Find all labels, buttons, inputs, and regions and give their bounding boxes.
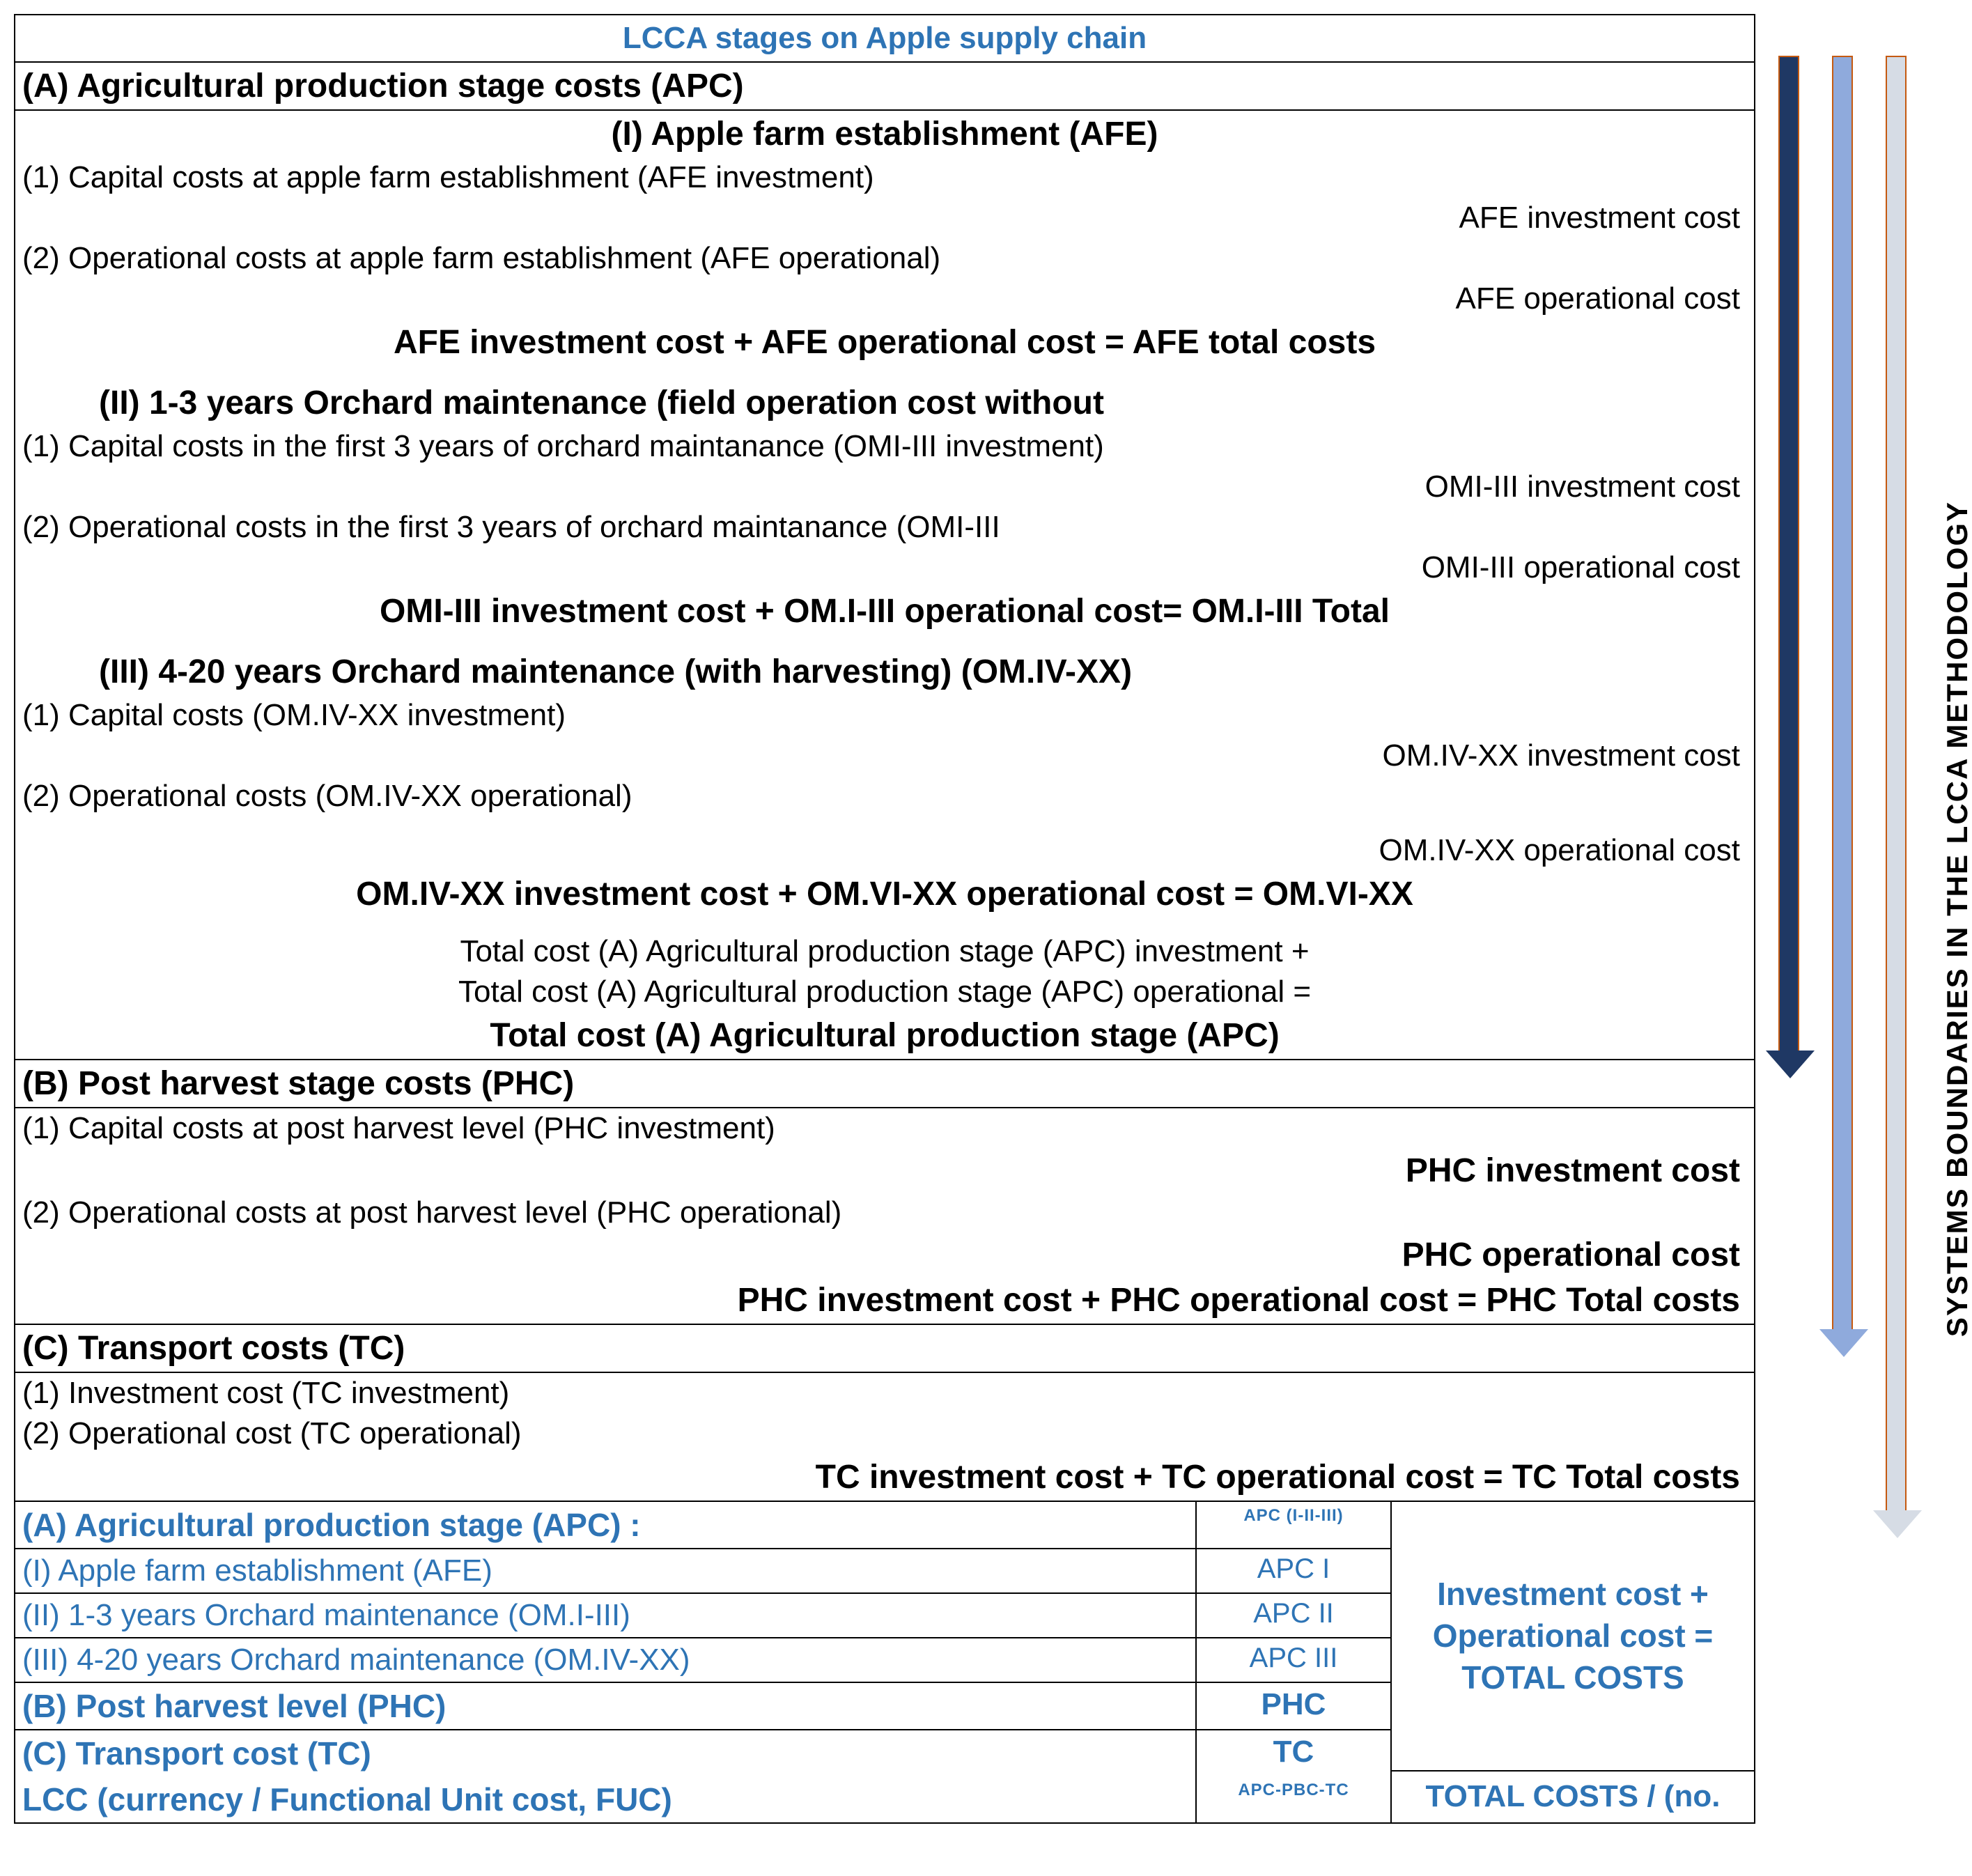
lcc-row: LCC (currency / Functional Unit cost, FU… (15, 1776, 1392, 1822)
arrow-section-abc (1886, 56, 1907, 1512)
summary-cell-mid: TC (1197, 1730, 1392, 1776)
sub-i-title: (I) Apple farm establishment (AFE) (15, 111, 1754, 157)
side-label-text: SYSTEMS BOUNDARIES IN THE LCCA METHODOLO… (1941, 501, 1972, 1337)
om420-capital: (1) Capital costs (OM.IV-XX investment) (15, 695, 1754, 736)
om420-op-cost: OM.IV-XX operational cost (15, 830, 1754, 871)
main-table: LCCA stages on Apple supply chain (A) Ag… (14, 14, 1755, 1824)
summary-left-block: (A) Agricultural production stage (APC) … (15, 1502, 1392, 1822)
phc-eq: PHC investment cost + PHC operational co… (15, 1277, 1754, 1325)
afe-inv-cost: AFE investment cost (15, 198, 1754, 238)
afe-op-cost: AFE operational cost (15, 279, 1754, 319)
section-b-header: (B) Post harvest stage costs (PHC) (15, 1060, 1754, 1108)
summary-table: (A) Agricultural production stage (APC) … (15, 1501, 1754, 1822)
summary-row: (C) Transport cost (TC)TC (15, 1730, 1392, 1776)
page-title: LCCA stages on Apple supply chain (15, 15, 1754, 63)
om13-eq: OMI-III investment cost + OM.I-III opera… (15, 588, 1754, 635)
sub-ii-title: (II) 1-3 years Orchard maintenance (fiel… (15, 380, 1754, 426)
om13-operational: (2) Operational costs in the first 3 yea… (15, 507, 1754, 548)
lcc-left: LCC (currency / Functional Unit cost, FU… (15, 1776, 1197, 1822)
om13-op-cost: OMI-III operational cost (15, 548, 1754, 588)
summary-right-block: Investment cost + Operational cost = TOT… (1392, 1502, 1754, 1822)
afe-eq: AFE investment cost + AFE operational co… (15, 319, 1754, 366)
summary-cell-left: (A) Agricultural production stage (APC) … (15, 1502, 1197, 1548)
om13-capital: (1) Capital costs in the first 3 years o… (15, 426, 1754, 467)
arrow-section-a (1778, 56, 1799, 1052)
section-c-header: (C) Transport costs (TC) (15, 1325, 1754, 1373)
summary-cell-left: (II) 1-3 years Orchard maintenance (OM.I… (15, 1594, 1197, 1637)
phc-op-cost: PHC operational cost (15, 1233, 1754, 1277)
afe-capital: (1) Capital costs at apple farm establis… (15, 157, 1754, 198)
om420-inv-cost: OM.IV-XX investment cost (15, 736, 1754, 776)
summary-row: (II) 1-3 years Orchard maintenance (OM.I… (15, 1594, 1392, 1638)
om420-eq: OM.IV-XX investment cost + OM.VI-XX oper… (15, 871, 1754, 917)
apc-total2: Total cost (A) Agricultural production s… (15, 972, 1754, 1012)
summary-cell-left: (III) 4-20 years Orchard maintenance (OM… (15, 1638, 1197, 1682)
arrows-area (1755, 14, 1930, 1824)
apc-total3: Total cost (A) Agricultural production s… (15, 1012, 1754, 1060)
summary-row: (III) 4-20 years Orchard maintenance (OM… (15, 1638, 1392, 1683)
section-a-header: (A) Agricultural production stage costs … (15, 63, 1754, 111)
sub-iii-title: (III) 4-20 years Orchard maintenance (wi… (15, 649, 1754, 695)
summary-cell-mid: APC (I-II-III) (1197, 1502, 1392, 1548)
summary-cell-mid: PHC (1197, 1683, 1392, 1729)
summary-cell-left: (I) Apple farm establishment (AFE) (15, 1549, 1197, 1592)
summary-cell-left: (C) Transport cost (TC) (15, 1730, 1197, 1776)
summary-cell-mid: APC II (1197, 1594, 1392, 1637)
phc-inv-cost: PHC investment cost (15, 1149, 1754, 1193)
afe-operational: (2) Operational costs at apple farm esta… (15, 238, 1754, 279)
section-a-content: (I) Apple farm establishment (AFE) (1) C… (15, 111, 1754, 1060)
summary-cell-mid: APC III (1197, 1638, 1392, 1682)
tc-eq: TC investment cost + TC operational cost… (15, 1454, 1754, 1501)
summary-row: (A) Agricultural production stage (APC) … (15, 1502, 1392, 1549)
phc-capital: (1) Capital costs at post harvest level … (15, 1108, 1754, 1149)
summary-cell-mid: APC I (1197, 1549, 1392, 1592)
tc-op: (2) Operational cost (TC operational) (15, 1413, 1754, 1454)
summary-row: (I) Apple farm establishment (AFE)APC I (15, 1549, 1392, 1594)
apc-total1: Total cost (A) Agricultural production s… (15, 931, 1754, 972)
om13-inv-cost: OMI-III investment cost (15, 467, 1754, 507)
summary-cell-left: (B) Post harvest level (PHC) (15, 1683, 1197, 1729)
phc-operational: (2) Operational costs at post harvest le… (15, 1193, 1754, 1233)
summary-right-bottom: TOTAL COSTS / (no. (1392, 1772, 1754, 1822)
side-label: SYSTEMS BOUNDARIES IN THE LCCA METHODOLO… (1930, 14, 1972, 1824)
summary-right-top: Investment cost + Operational cost = TOT… (1392, 1502, 1754, 1772)
om420-operational: (2) Operational costs (OM.IV-XX operatio… (15, 776, 1754, 816)
summary-row: (B) Post harvest level (PHC)PHC (15, 1683, 1392, 1730)
arrow-section-ab (1832, 56, 1853, 1331)
lcc-mid: APC-PBC-TC (1197, 1776, 1392, 1822)
tc-inv: (1) Investment cost (TC investment) (15, 1373, 1754, 1413)
diagram-container: LCCA stages on Apple supply chain (A) Ag… (14, 14, 1972, 1824)
